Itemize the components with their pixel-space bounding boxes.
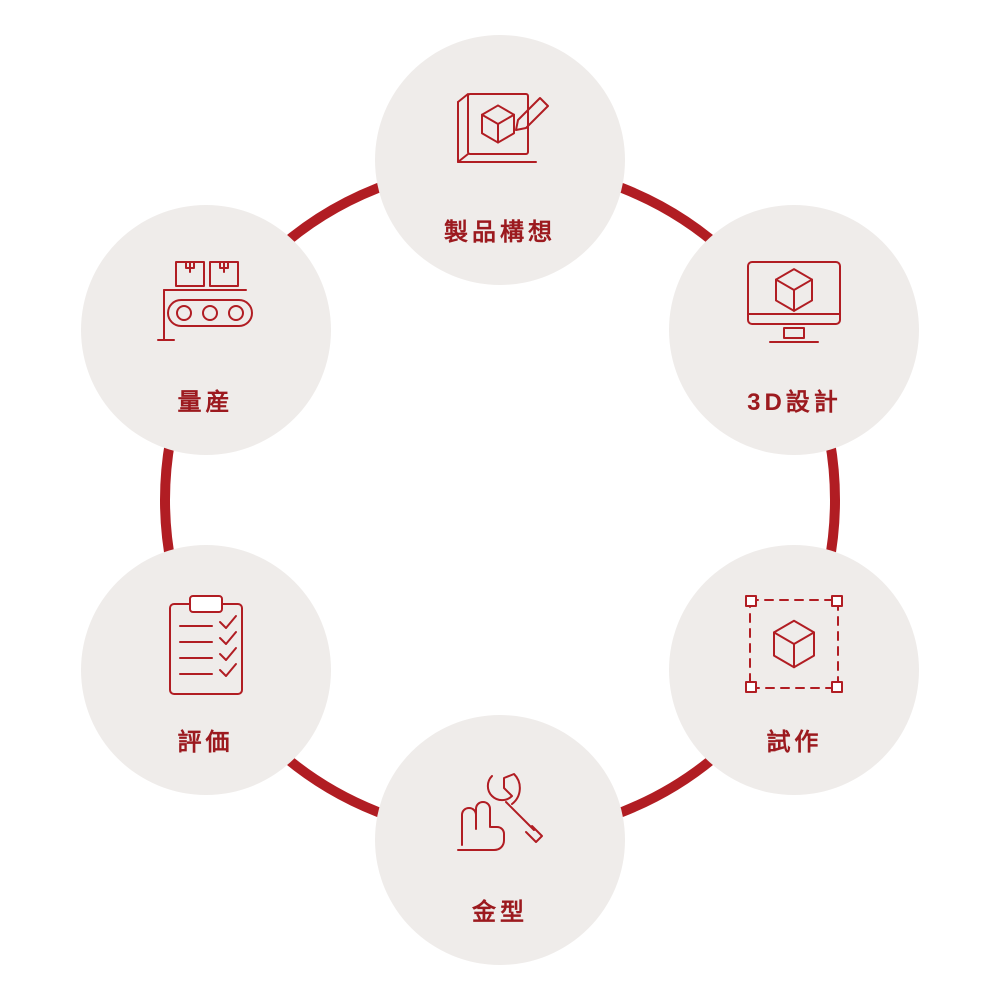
blueprint-cube-icon: [440, 74, 560, 194]
process-node-massprod: 量産: [81, 205, 331, 455]
process-node-label: 3D設計: [747, 382, 842, 417]
process-node-mold: 金型: [375, 715, 625, 965]
clipboard-checks-icon: [146, 584, 266, 704]
monitor-cube-icon: [734, 244, 854, 364]
process-node-label: 評価: [178, 722, 234, 757]
hand-wrench-icon: [440, 754, 560, 874]
process-cycle-diagram: 製品構想 3D設計 試作 金型: [0, 0, 1000, 1000]
process-node-evaluation: 評価: [81, 545, 331, 795]
process-node-label: 試作: [766, 722, 822, 757]
dashed-frame-cube-icon: [734, 584, 854, 704]
process-node-concept: 製品構想: [375, 35, 625, 285]
process-node-label: 量産: [178, 382, 234, 417]
process-node-label: 製品構想: [444, 212, 556, 247]
conveyor-boxes-icon: [146, 244, 266, 364]
process-node-prototype: 試作: [669, 545, 919, 795]
process-node-label: 金型: [472, 892, 528, 927]
process-node-design3d: 3D設計: [669, 205, 919, 455]
